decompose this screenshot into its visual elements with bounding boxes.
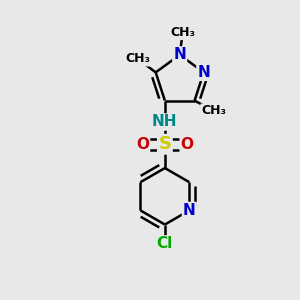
Text: O: O: [181, 137, 194, 152]
Text: CH₃: CH₃: [125, 52, 150, 65]
Text: Cl: Cl: [157, 236, 173, 251]
Text: S: S: [158, 135, 171, 153]
Text: CH₃: CH₃: [170, 26, 195, 39]
Text: CH₃: CH₃: [201, 104, 226, 118]
Text: NH: NH: [152, 115, 178, 130]
Text: N: N: [173, 47, 186, 62]
Text: N: N: [197, 65, 210, 80]
Text: O: O: [136, 137, 149, 152]
Text: N: N: [183, 203, 196, 218]
